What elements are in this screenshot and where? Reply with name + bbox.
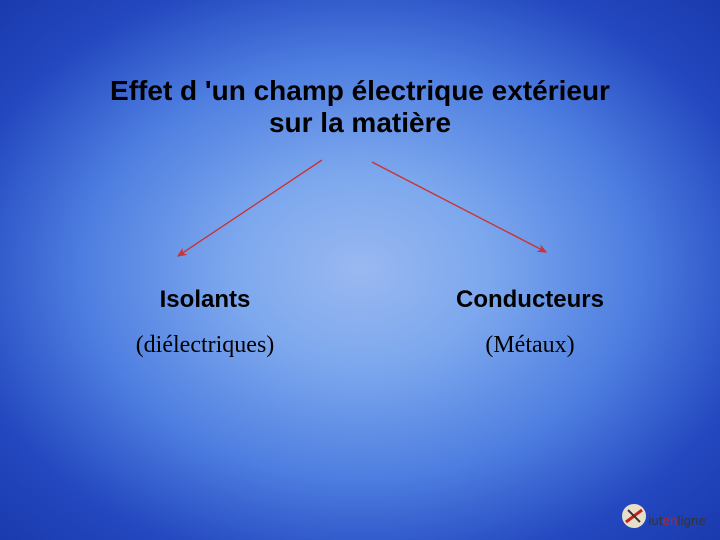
arrow-left <box>178 160 322 256</box>
logo-text-prefix: iut <box>648 513 662 528</box>
logo: iutenligne <box>620 502 706 530</box>
category-left: Isolants (diélectriques) <box>105 286 305 359</box>
logo-text-accent: en <box>663 513 678 528</box>
category-left-subtitle: (diélectriques) <box>105 332 305 359</box>
arrow-right <box>372 162 546 252</box>
category-left-title: Isolants <box>105 286 305 314</box>
logo-mark-icon <box>620 502 648 530</box>
logo-text: iutenligne <box>648 513 706 530</box>
arrows-svg <box>0 0 720 540</box>
category-right: Conducteurs (Métaux) <box>420 286 640 359</box>
category-right-subtitle: (Métaux) <box>420 332 640 359</box>
slide: Effet d 'un champ électrique extérieur s… <box>0 0 720 540</box>
logo-text-suffix: ligne <box>678 513 706 528</box>
category-right-title: Conducteurs <box>420 286 640 314</box>
